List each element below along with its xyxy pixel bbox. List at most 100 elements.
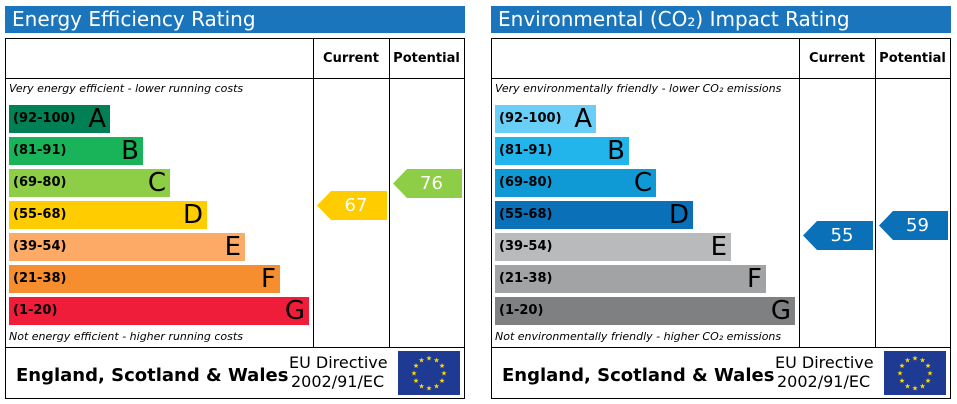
potential-rating-arrow: 76 — [393, 168, 462, 198]
current-column-header: Current — [323, 51, 379, 66]
footer-divider — [6, 347, 464, 348]
band-range-label: (1-20) — [13, 303, 58, 318]
band-range-label: (21-38) — [13, 271, 67, 286]
eu-flag-icon: ★ ★ ★ ★ ★ ★ ★ ★ ★ ★ ★ ★ — [884, 351, 946, 395]
eu-directive-label: EU Directive — [289, 353, 388, 372]
rating-band-e: (39-54) E — [9, 233, 245, 261]
eu-flag-star: ★ — [925, 362, 931, 370]
band-letter: E — [224, 232, 241, 262]
band-letter: G — [284, 296, 305, 326]
band-letter: F — [261, 264, 276, 294]
current-arrow-shape — [803, 221, 873, 250]
potential-arrow-fill — [879, 211, 948, 241]
band-letter: E — [710, 232, 727, 262]
column-divider — [313, 39, 314, 347]
footer-country: England, Scotland & Wales — [502, 365, 775, 386]
rating-band-e: (39-54) E — [495, 233, 731, 261]
rating-band-a: (92-100) A — [495, 105, 596, 133]
band-letter: D — [668, 200, 689, 230]
eu-flag-star: ★ — [418, 382, 424, 390]
eu-flag-star: ★ — [439, 362, 445, 370]
band-letter: C — [633, 168, 652, 198]
band-range-label: (39-54) — [499, 239, 553, 254]
eu-flag-graphic: ★★★★★★★★★ ★ ★★ — [398, 351, 460, 395]
bottom-caption: Not energy efficient - higher running co… — [9, 330, 243, 343]
band-range-label: (1-20) — [499, 303, 544, 318]
eu-flag-star: ★ — [912, 355, 918, 363]
eu-flag-star: ★ — [426, 385, 432, 393]
eu-flag-background — [398, 351, 460, 395]
eu-flag-star: ★ — [411, 370, 417, 378]
eu-flag-star: ★ — [418, 357, 424, 365]
potential-column-header: Potential — [393, 51, 460, 66]
rating-band-g: (1-20) G — [495, 297, 795, 325]
eu-flag-star: ★ — [899, 377, 905, 385]
band-letter: A — [574, 104, 592, 134]
band-range-label: (69-80) — [13, 175, 67, 190]
rating-band-b: (81-91) B — [9, 137, 143, 165]
chart-title: Energy Efficiency Rating — [5, 6, 465, 33]
bottom-caption: Not environmentally friendly - higher CO… — [495, 330, 782, 343]
band-letter: D — [182, 200, 203, 230]
band-letter: B — [121, 136, 139, 166]
rating-band-c: (69-80) C — [9, 169, 170, 197]
potential-arrow-shape — [879, 211, 948, 241]
energy-efficiency-panel: Energy Efficiency Rating Current Potential… — [5, 6, 465, 399]
band-letter: A — [88, 104, 106, 134]
potential-column-header: Potential — [879, 51, 946, 66]
current-rating-arrow: 67 — [317, 191, 387, 221]
header-divider — [6, 78, 464, 79]
environmental-impact-panel: Environmental (CO₂) Impact Rating Current… — [491, 6, 951, 399]
band-letter: C — [147, 168, 166, 198]
footer-divider — [492, 347, 950, 348]
header-divider — [492, 78, 950, 79]
eu-directive-number: 2002/91/EC — [777, 372, 871, 391]
eu-flag-star: ★ — [433, 382, 439, 390]
eu-flag-graphic: ★★★★★★★★★ ★ ★★ — [884, 351, 946, 395]
band-range-label: (81-91) — [499, 143, 553, 158]
rating-band-c: (69-80) C — [495, 169, 656, 197]
band-letter: F — [747, 264, 762, 294]
potential-rating-value: 59 — [906, 215, 929, 237]
band-range-label: (39-54) — [13, 239, 67, 254]
rating-band-a: (92-100) A — [9, 105, 110, 133]
eu-directive-label: EU Directive — [775, 353, 874, 372]
potential-rating-arrow: 59 — [879, 211, 948, 241]
current-arrow-fill — [317, 191, 387, 221]
eu-flag-star: ★ — [927, 370, 933, 378]
band-range-label: (81-91) — [13, 143, 67, 158]
band-letter: G — [770, 296, 791, 326]
current-column-header: Current — [809, 51, 865, 66]
rating-band-d: (55-68) D — [495, 201, 693, 229]
current-rating-arrow: 55 — [803, 221, 873, 250]
band-range-label: (21-38) — [499, 271, 553, 286]
eu-directive-number: 2002/91/EC — [291, 372, 385, 391]
eu-flag-star: ★ — [925, 377, 931, 385]
eu-flag-star: ★ — [897, 370, 903, 378]
potential-arrow-shape — [393, 168, 462, 198]
eu-flag-star: ★ — [413, 362, 419, 370]
rating-table: Current Potential Very environmentally fri… — [491, 38, 951, 399]
rating-band-f: (21-38) F — [9, 265, 280, 293]
current-arrow-shape — [317, 191, 387, 221]
eu-flag-star: ★ — [919, 357, 925, 365]
eu-flag-star: ★ — [904, 357, 910, 365]
current-rating-value: 67 — [344, 195, 368, 217]
potential-rating-value: 76 — [420, 172, 443, 194]
column-divider — [799, 39, 800, 347]
eu-flag-star: ★ — [441, 370, 447, 378]
eu-flag-star: ★ — [899, 362, 905, 370]
top-caption: Very environmentally friendly - lower CO… — [495, 82, 782, 95]
band-range-label: (55-68) — [13, 207, 67, 222]
eu-flag-star: ★ — [912, 385, 918, 393]
band-range-label: (69-80) — [499, 175, 553, 190]
eu-flag-star: ★ — [426, 355, 432, 363]
eu-flag-star: ★ — [919, 382, 925, 390]
eu-flag-star: ★ — [413, 377, 419, 385]
column-divider — [875, 39, 876, 347]
current-rating-value: 55 — [830, 225, 854, 246]
rating-band-b: (81-91) B — [495, 137, 629, 165]
eu-flag-icon: ★ ★ ★ ★ ★ ★ ★ ★ ★ ★ ★ ★ — [398, 351, 460, 395]
column-divider — [389, 39, 390, 347]
rating-band-g: (1-20) G — [9, 297, 309, 325]
